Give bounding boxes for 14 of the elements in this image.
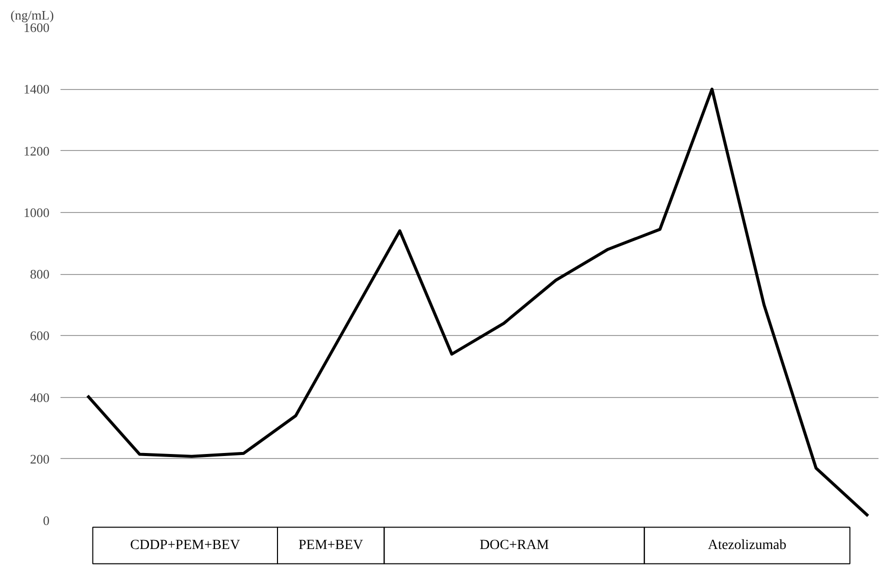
y-tick-label: 200 — [30, 451, 50, 466]
y-tick-label: 400 — [30, 390, 50, 405]
y-tick-label: 0 — [43, 513, 50, 528]
chart-title: (ng/mL) — [10, 8, 54, 22]
text: CDDP+PEM+BEV — [130, 538, 240, 553]
y-tick-label: 1200 — [24, 143, 50, 158]
y-tick-label: 800 — [30, 266, 50, 282]
line-series — [86, 88, 870, 518]
text: DOC+RAM — [480, 538, 550, 553]
text: Atezolizumab — [708, 538, 786, 553]
text: PEM+BEV — [298, 538, 364, 553]
y-tick-label: 600 — [30, 328, 50, 344]
y-tick-label: 1000 — [24, 204, 50, 220]
y-tick-label: 1400 — [24, 82, 50, 97]
